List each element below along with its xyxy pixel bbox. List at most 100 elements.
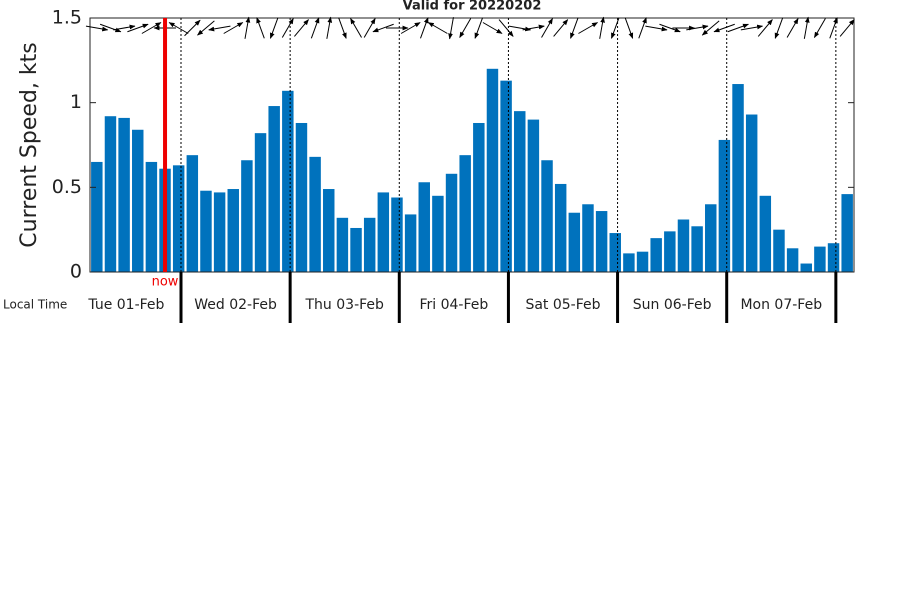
direction-arrow (803, 16, 810, 39)
direction-arrow (813, 18, 826, 39)
direction-arrow (427, 22, 448, 34)
now-label: now (152, 275, 179, 290)
bar (514, 111, 526, 272)
direction-arrow (541, 17, 553, 38)
bar (309, 156, 321, 272)
bar (664, 231, 676, 272)
direction-arrow (611, 17, 620, 39)
bar (104, 116, 117, 272)
day-label: Fri 04-Feb (419, 297, 488, 313)
direction-arrow (498, 19, 514, 37)
bar (336, 217, 349, 272)
bar (213, 192, 226, 272)
bar (786, 248, 799, 272)
direction-arrow (448, 17, 454, 40)
direction-arrow (372, 23, 394, 33)
bar (241, 160, 253, 272)
bar (527, 119, 540, 272)
bar (745, 114, 758, 273)
direction-arrow (740, 24, 764, 31)
direction-arrow (338, 17, 347, 39)
direction-arrow (645, 25, 668, 32)
bar (554, 183, 567, 272)
direction-arrow (400, 22, 421, 34)
direction-arrow (168, 22, 189, 34)
bar (623, 253, 635, 272)
bar (595, 211, 608, 272)
direction-arrow (570, 17, 579, 39)
direction-arrow (578, 22, 599, 34)
bar (814, 246, 826, 272)
plot-frame (89, 17, 855, 273)
bar (473, 122, 485, 272)
day-label: Tue 01-Feb (87, 297, 164, 313)
direction-arrow (244, 16, 251, 39)
bar (172, 165, 185, 272)
direction-arrow (774, 17, 784, 39)
direction-arrow (113, 24, 136, 31)
direction-arrow (727, 23, 749, 33)
direction-arrow (208, 25, 231, 32)
bar (500, 80, 512, 272)
direction-arrow (326, 16, 333, 39)
direction-arrow (85, 25, 109, 32)
direction-arrow (713, 23, 735, 33)
direction-arrow (553, 19, 569, 37)
direction-arrow (474, 17, 484, 39)
direction-arrow (197, 20, 215, 36)
bar (132, 129, 144, 272)
bar (145, 161, 158, 272)
bar (732, 84, 744, 272)
bar (363, 217, 376, 272)
y-tick-label: 0.5 (52, 176, 82, 198)
direction-arrow (269, 17, 279, 39)
bar (759, 195, 772, 272)
bar (254, 133, 267, 272)
direction-arrow (659, 23, 681, 33)
direction-arrow (786, 17, 799, 38)
bar (418, 182, 430, 272)
day-label: Sat 05-Feb (525, 297, 600, 313)
bar (841, 194, 853, 272)
direction-arrow (99, 23, 122, 33)
direction-arrow (127, 23, 149, 33)
bar (609, 233, 621, 272)
bar (350, 227, 362, 272)
day-label: Sun 06-Feb (633, 297, 712, 313)
bar (827, 243, 840, 272)
bar (568, 212, 581, 272)
direction-arrow (839, 19, 855, 37)
bar (282, 90, 294, 273)
bar (459, 155, 471, 272)
bar (295, 122, 308, 272)
direction-arrow (294, 19, 309, 37)
direction-arrow (363, 17, 376, 38)
bar (432, 195, 444, 272)
direction-arrow (281, 17, 294, 38)
bar (186, 155, 199, 272)
direction-arrow (256, 17, 265, 39)
direction-arrow (757, 19, 773, 37)
bar (773, 229, 785, 272)
direction-arrow (686, 24, 709, 31)
y-tick-label: 1 (70, 91, 82, 113)
day-label: Wed 02-Feb (194, 297, 277, 313)
bar (227, 189, 239, 272)
day-label: Mon 07-Feb (740, 297, 822, 313)
direction-arrow (141, 22, 162, 34)
y-tick-label: 0 (70, 261, 82, 283)
direction-arrow (624, 17, 634, 39)
day-label: Thu 03-Feb (305, 297, 385, 313)
bar (391, 197, 403, 272)
direction-arrow (459, 18, 472, 39)
bar (636, 251, 649, 272)
bar (677, 219, 690, 272)
y-axis-label: Current Speed, kts (17, 42, 42, 247)
direction-arrow (829, 17, 838, 39)
bar (541, 160, 553, 272)
bar (650, 238, 662, 272)
bar (118, 117, 130, 272)
bar (323, 189, 335, 272)
direction-arrow (482, 22, 503, 34)
